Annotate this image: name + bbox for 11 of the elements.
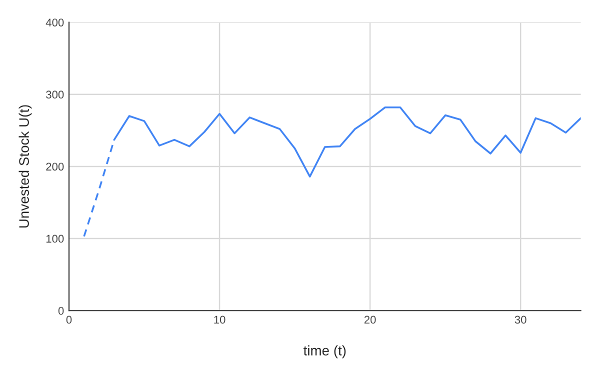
x-tick-label: 20 xyxy=(364,316,376,324)
y-tick-label: 200 xyxy=(46,162,64,171)
x-tick-label: 30 xyxy=(514,316,526,324)
y-axis-title: Unvested Stock U(t) xyxy=(18,105,32,228)
y-tick-label: 300 xyxy=(46,90,64,99)
x-tick-label: 0 xyxy=(66,316,72,324)
x-axis-title: time (t) xyxy=(304,345,346,358)
y-tick-label: 100 xyxy=(46,234,64,243)
x-tick-label: 10 xyxy=(214,316,226,324)
y-tick-label: 0 xyxy=(58,306,64,315)
y-tick-label: 400 xyxy=(46,18,64,26)
